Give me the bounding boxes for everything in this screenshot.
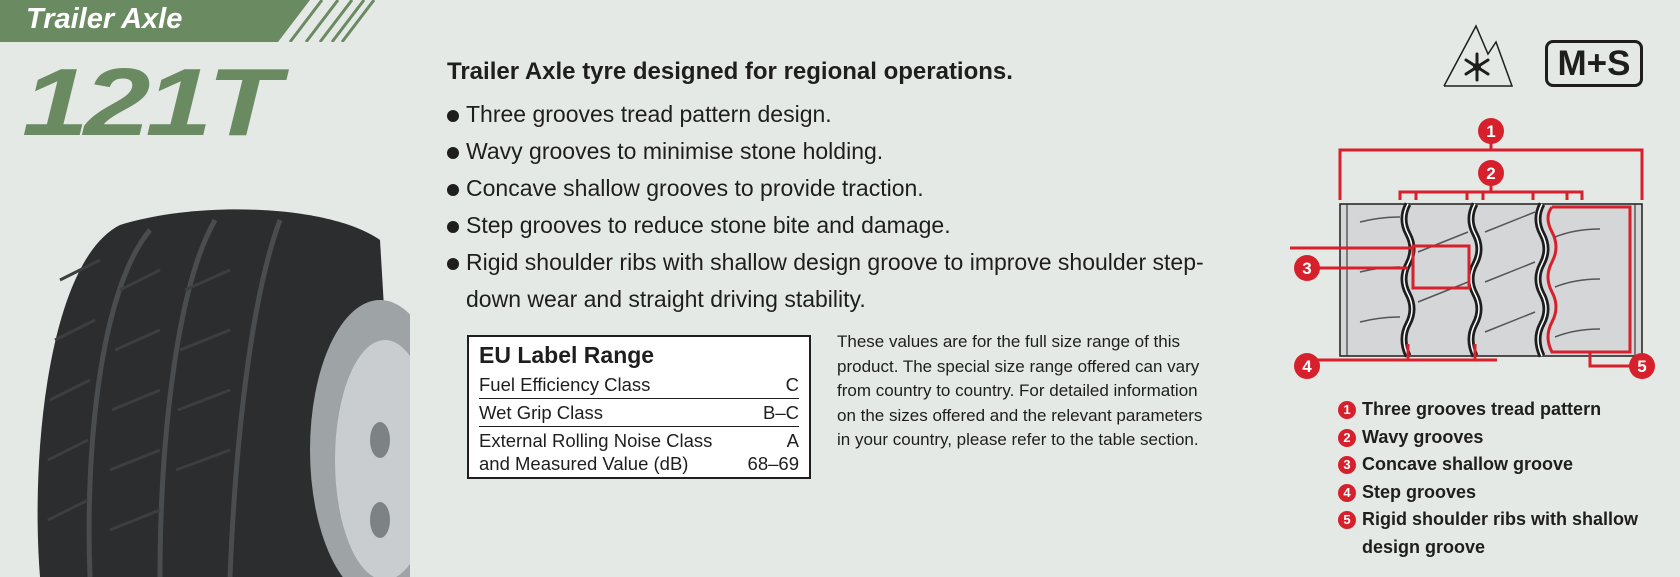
legend-text: Wavy grooves bbox=[1362, 426, 1484, 447]
eu-label: Fuel Efficiency Class bbox=[479, 374, 651, 395]
eu-label-title: EU Label Range bbox=[479, 342, 655, 368]
legend-item: 5 Rigid shoulder ribs with shallow design… bbox=[1338, 506, 1652, 561]
marker-2: 2 bbox=[1486, 164, 1495, 183]
legend-item: 4 Step grooves bbox=[1338, 479, 1658, 507]
legend-item: 2 Wavy grooves bbox=[1338, 424, 1658, 452]
model-name: 121T bbox=[22, 49, 281, 156]
three-peak-mountain-snowflake-icon bbox=[1443, 24, 1514, 87]
tire-image bbox=[37, 209, 410, 577]
legend-item: 1 Three grooves tread pattern bbox=[1338, 396, 1658, 424]
diagram-markers: 1 2 3 4 5 bbox=[1294, 118, 1655, 379]
eu-row-wet-grip: Wet Grip Class B–C bbox=[479, 399, 799, 427]
feature-item: Concave shallow grooves to provide tract… bbox=[447, 170, 1247, 207]
feature-item: Step grooves to reduce stone bite and da… bbox=[447, 207, 1247, 244]
feature-item: Rigid shoulder ribs with shallow design … bbox=[447, 244, 1226, 318]
eu-label: Wet Grip Class bbox=[479, 402, 604, 423]
eu-label: and Measured Value (dB) bbox=[479, 453, 689, 474]
eu-value: 68–69 bbox=[747, 453, 799, 474]
legend-text: Rigid shoulder ribs with shallow design … bbox=[1362, 509, 1639, 557]
legend-text: Step grooves bbox=[1362, 481, 1477, 502]
diagram-legend: 1 Three grooves tread pattern 2 Wavy groov… bbox=[1338, 396, 1658, 561]
tread-diagram: 1 2 3 4 5 bbox=[1290, 118, 1655, 379]
legend-text: Concave shallow groove bbox=[1362, 454, 1574, 474]
eu-value: B–C bbox=[763, 402, 799, 423]
legend-number: 1 bbox=[1338, 401, 1356, 419]
mud-snow-badge: M+S bbox=[1545, 40, 1643, 87]
legend-number: 4 bbox=[1338, 483, 1356, 502]
eu-label-note: These values are for the full size range… bbox=[837, 332, 1203, 450]
category-title: Trailer Axle bbox=[26, 3, 183, 35]
eu-value: C bbox=[785, 374, 799, 395]
eu-row-fuel: Fuel Efficiency Class C bbox=[479, 371, 799, 399]
legend-number: 5 bbox=[1338, 511, 1356, 529]
eu-row-noise: External Rolling Noise Class A bbox=[479, 427, 799, 452]
feature-item: Wavy grooves to minimise stone holding. bbox=[447, 133, 1247, 170]
legend-number: 2 bbox=[1338, 428, 1356, 447]
feature-item: Three grooves tread pattern design. bbox=[447, 96, 1247, 133]
category-banner bbox=[0, 0, 376, 42]
marker-1: 1 bbox=[1486, 122, 1495, 141]
eu-value: A bbox=[786, 430, 799, 451]
description-heading: Trailer Axle tyre designed for regional … bbox=[447, 58, 1013, 85]
eu-label-box: EU Label Range Fuel Efficiency Class C We… bbox=[467, 335, 811, 479]
marker-4: 4 bbox=[1302, 357, 1312, 376]
legend-item: 3 Concave shallow groove bbox=[1338, 451, 1658, 479]
eu-label: External Rolling Noise Class bbox=[479, 430, 713, 451]
feature-list: Three grooves tread pattern design. Wavy… bbox=[447, 96, 1247, 318]
legend-number: 3 bbox=[1338, 456, 1356, 474]
eu-row-noise-db: and Measured Value (dB) 68–69 bbox=[479, 452, 799, 477]
marker-5: 5 bbox=[1637, 357, 1646, 376]
marker-3: 3 bbox=[1302, 259, 1311, 278]
legend-text: Three grooves tread pattern bbox=[1362, 399, 1602, 419]
